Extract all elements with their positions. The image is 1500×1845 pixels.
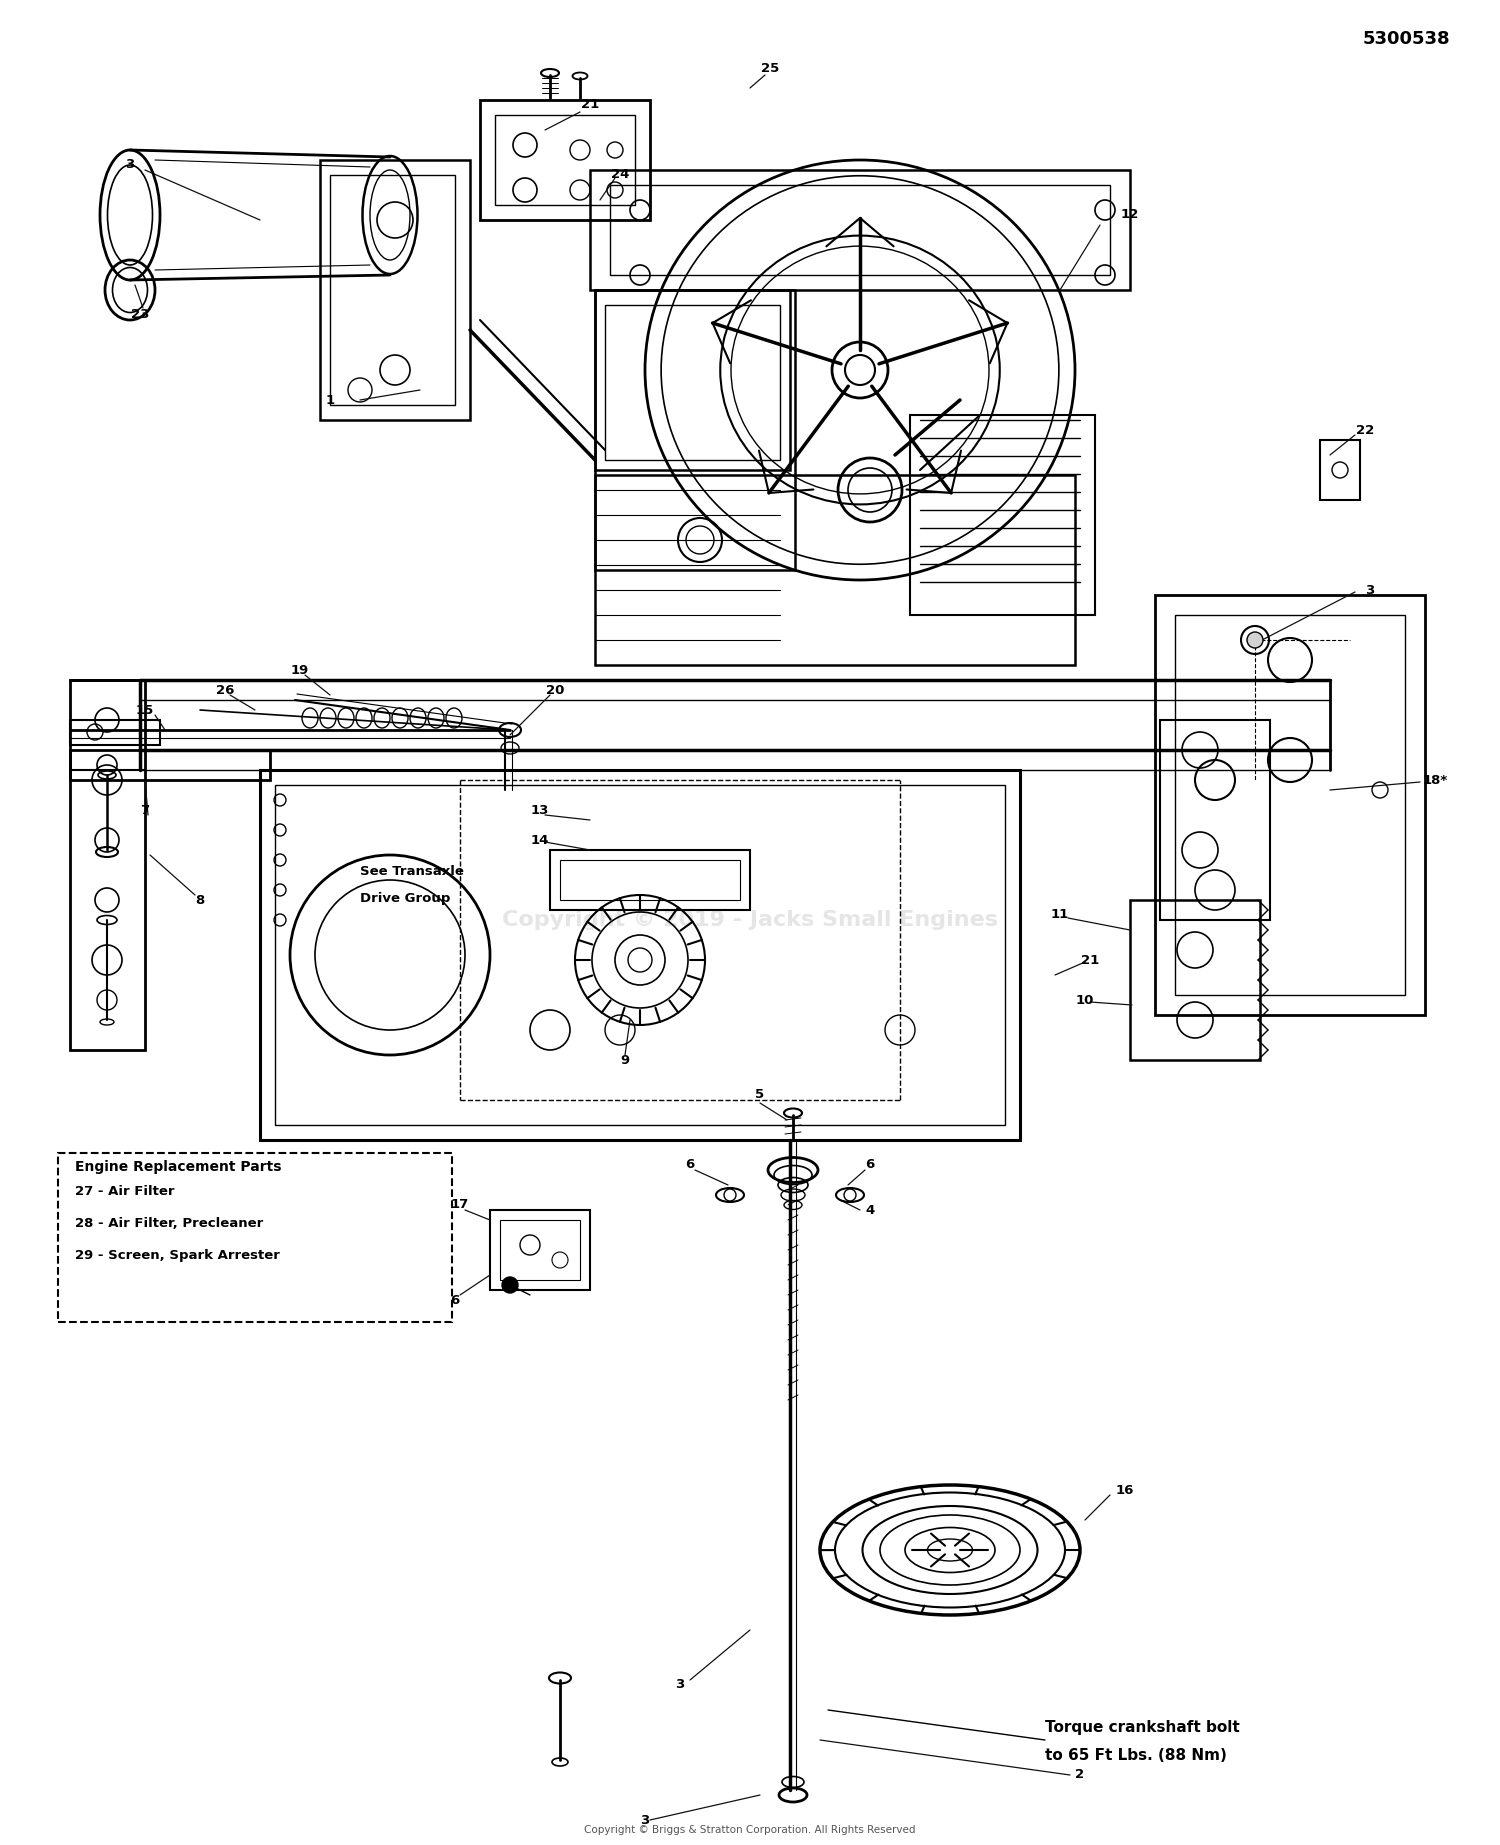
Text: 3: 3: [675, 1679, 684, 1692]
Text: 7: 7: [141, 804, 150, 817]
Circle shape: [1246, 633, 1263, 648]
Bar: [596, 474, 1076, 664]
Text: 27 - Air Filter: 27 - Air Filter: [75, 1184, 174, 1197]
Text: 25: 25: [760, 61, 778, 74]
Bar: [604, 304, 780, 459]
Text: 5300538: 5300538: [1362, 30, 1450, 48]
Bar: [1320, 439, 1360, 500]
Bar: [480, 100, 650, 220]
Text: Copyright © 2019 - Jacks Small Engines: Copyright © 2019 - Jacks Small Engines: [503, 910, 998, 930]
Text: 20: 20: [546, 683, 564, 697]
Bar: [490, 1210, 590, 1290]
Bar: [1160, 720, 1270, 921]
Text: 11: 11: [1052, 908, 1070, 921]
Text: 29 - Screen, Spark Arrester: 29 - Screen, Spark Arrester: [75, 1249, 280, 1262]
Text: Drive Group: Drive Group: [360, 891, 450, 906]
Text: 3: 3: [126, 159, 135, 172]
Text: 21: 21: [1082, 954, 1100, 967]
Bar: [590, 170, 1130, 290]
Bar: [330, 175, 454, 406]
Text: 23: 23: [130, 308, 148, 321]
Bar: [274, 784, 1005, 1125]
Bar: [910, 415, 1095, 614]
Bar: [1174, 614, 1406, 994]
Bar: [610, 184, 1110, 275]
Text: 5: 5: [756, 1089, 765, 1101]
Bar: [320, 161, 470, 421]
Bar: [70, 720, 160, 745]
Bar: [70, 751, 270, 780]
Bar: [1130, 900, 1260, 1061]
Text: 6: 6: [450, 1293, 459, 1306]
Text: 12: 12: [1120, 208, 1138, 221]
Bar: [560, 860, 740, 900]
Bar: [500, 1220, 580, 1280]
Bar: [70, 681, 146, 1050]
Text: 3: 3: [1365, 583, 1374, 596]
Bar: [1155, 594, 1425, 1015]
Bar: [260, 769, 1020, 1140]
Text: Copyright © Briggs & Stratton Corporation. All Rights Reserved: Copyright © Briggs & Stratton Corporatio…: [585, 1825, 915, 1836]
Text: Torque crankshaft bolt: Torque crankshaft bolt: [1046, 1720, 1239, 1734]
Text: 26: 26: [216, 683, 234, 697]
Text: 17: 17: [452, 1199, 470, 1212]
Text: 19: 19: [291, 664, 309, 677]
Bar: [550, 851, 750, 910]
Text: Engine Replacement Parts: Engine Replacement Parts: [75, 1161, 282, 1173]
Text: 10: 10: [1076, 993, 1094, 1007]
Text: See Transaxle: See Transaxle: [360, 865, 464, 878]
Text: 14: 14: [531, 834, 549, 847]
Bar: [596, 290, 795, 570]
FancyBboxPatch shape: [58, 1153, 452, 1323]
Text: 2: 2: [1076, 1769, 1084, 1782]
Text: 6: 6: [686, 1159, 694, 1172]
Bar: [495, 114, 634, 205]
Text: 21: 21: [580, 98, 598, 111]
Text: 22: 22: [1356, 424, 1374, 437]
Text: 16: 16: [1116, 1483, 1134, 1496]
Bar: [596, 290, 790, 470]
Circle shape: [503, 1277, 518, 1293]
Text: 8: 8: [195, 893, 204, 906]
Text: 24: 24: [610, 168, 628, 181]
Text: 1: 1: [326, 393, 334, 406]
Text: 28 - Air Filter, Precleaner: 28 - Air Filter, Precleaner: [75, 1218, 264, 1231]
Text: 9: 9: [621, 1053, 630, 1066]
Text: to 65 Ft Lbs. (88 Nm): to 65 Ft Lbs. (88 Nm): [1046, 1747, 1227, 1764]
Text: 6: 6: [865, 1159, 874, 1172]
Text: 13: 13: [531, 804, 549, 817]
Text: 15: 15: [136, 703, 154, 716]
Text: 3: 3: [640, 1814, 650, 1827]
Text: 18*: 18*: [1422, 773, 1448, 786]
Text: 4: 4: [865, 1203, 874, 1216]
